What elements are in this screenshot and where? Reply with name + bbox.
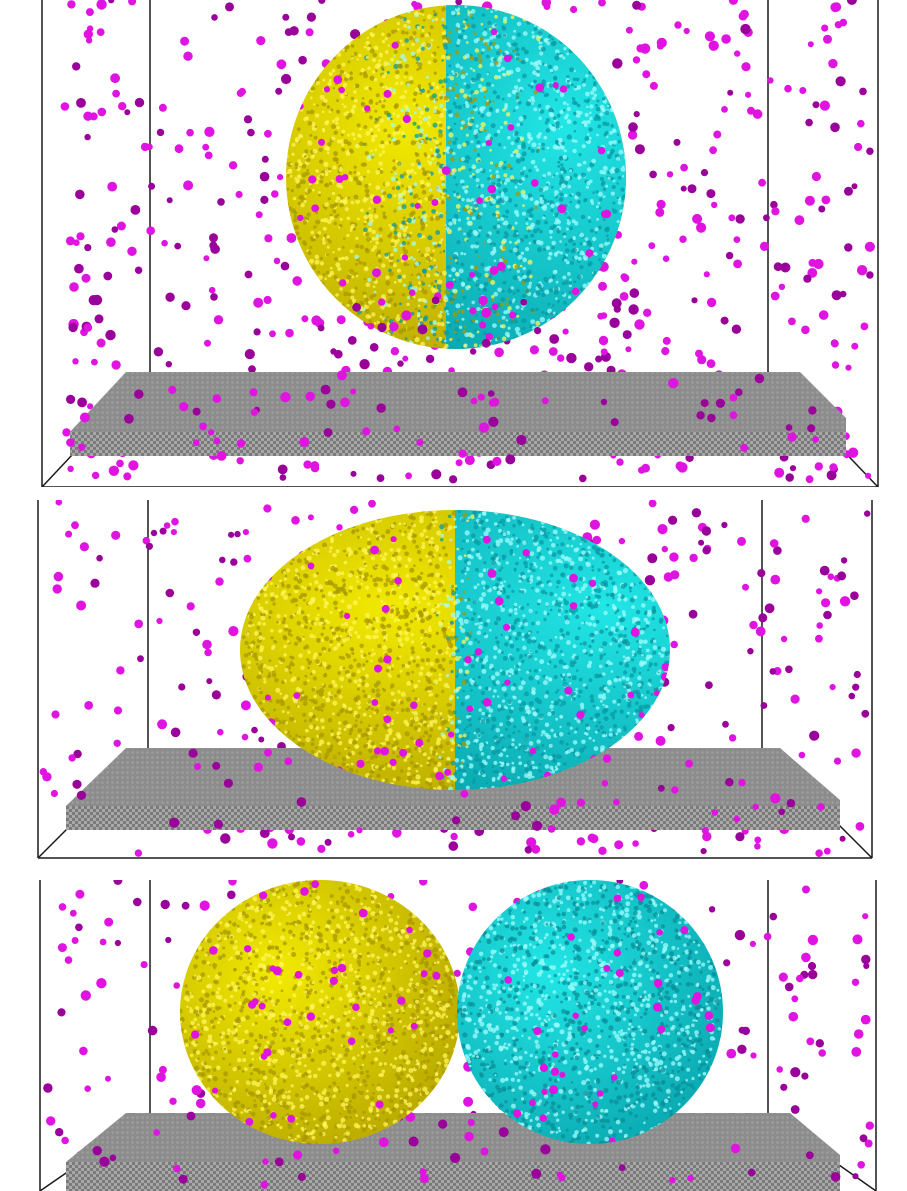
- panel-top: [0, 0, 907, 487]
- substrate-slab: [70, 372, 846, 456]
- panel-middle: [0, 500, 907, 862]
- vapor-particles: [66, 370, 838, 473]
- simulation-box: [39, 880, 877, 1191]
- snapshot-middle-canvas: [37, 500, 873, 859]
- snapshot-bottom-canvas: [39, 880, 877, 1191]
- vapor-particles: [311, 295, 645, 364]
- merged-droplet-middle: [240, 510, 670, 790]
- cyan-droplet: [457, 880, 723, 1144]
- yellow-droplet: [180, 880, 460, 1144]
- snapshot-top-canvas: [41, 0, 879, 487]
- panel-bottom: [0, 880, 907, 1191]
